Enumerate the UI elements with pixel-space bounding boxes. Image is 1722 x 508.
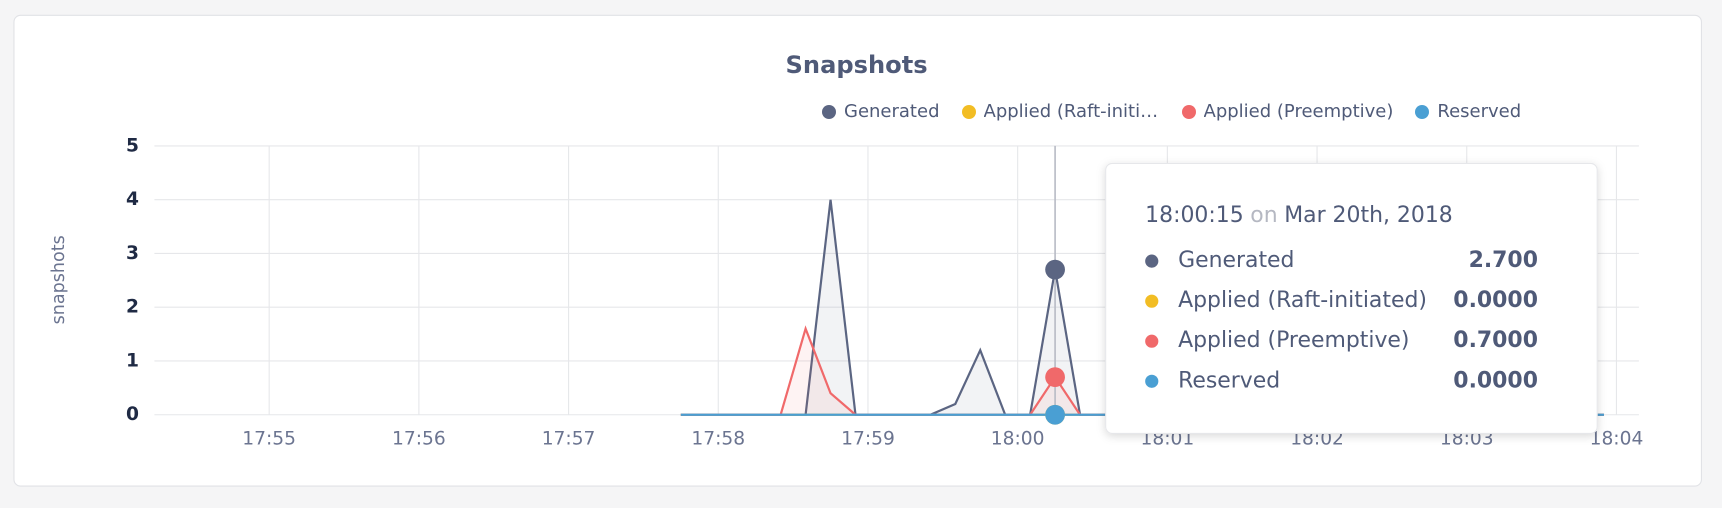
tooltip-dot	[1145, 254, 1159, 268]
legend-item[interactable]: Generated	[822, 101, 940, 122]
tooltip-name: Generated	[1178, 248, 1294, 273]
legend-item[interactable]: Applied (Preemptive)	[1181, 101, 1394, 122]
tooltip-name: Applied (Raft-initiated)	[1178, 288, 1427, 313]
y-tick-label: 0	[126, 404, 139, 425]
legend-dot	[1181, 104, 1196, 119]
legend-item[interactable]: Applied (Raft-initiated)	[961, 101, 1160, 122]
x-tick-label: 17:57	[542, 428, 596, 449]
tooltip-time: 18:00:15	[1145, 203, 1244, 228]
legend-dot	[961, 104, 976, 119]
x-tick-label: 18:04	[1590, 428, 1644, 449]
y-axis-label: snapshots	[49, 235, 69, 324]
tooltip-dot	[1145, 334, 1159, 348]
highlight-point	[1045, 367, 1065, 387]
tooltip: 18:00:15 on Mar 20th, 2018 Generated 2.700 Ap…	[1105, 162, 1598, 434]
y-tick-label: 1	[126, 350, 139, 371]
highlight-point	[1045, 259, 1065, 280]
chart-title: Snapshots	[786, 51, 928, 79]
y-tick-label: 2	[126, 297, 139, 318]
y-tick-label: 3	[126, 243, 139, 264]
y-tick-label: 4	[126, 189, 139, 210]
tooltip-value: 2.700	[1469, 248, 1538, 273]
y-tick-label: 5	[126, 135, 139, 156]
legend-label: Applied (Raft-initiated)	[983, 101, 1160, 122]
legend-label: Reserved	[1437, 101, 1522, 122]
tooltip-connector: on	[1250, 203, 1277, 228]
tooltip-box	[1105, 162, 1598, 434]
x-tick-label: 18:00	[991, 428, 1045, 449]
tooltip-value: 0.7000	[1453, 328, 1538, 353]
tooltip-name: Applied (Preemptive)	[1178, 328, 1409, 353]
x-tick-label: 17:59	[841, 428, 895, 449]
legend-dot	[1415, 104, 1430, 119]
legend-item[interactable]: Reserved	[1415, 101, 1521, 122]
highlight-point	[1045, 404, 1065, 425]
tooltip-date: Mar 20th, 2018	[1284, 203, 1453, 228]
tooltip-value: 0.0000	[1453, 288, 1538, 313]
legend-label: Applied (Preemptive)	[1203, 101, 1394, 122]
tooltip-dot	[1145, 294, 1159, 308]
tooltip-name: Reserved	[1178, 368, 1280, 393]
x-tick-label: 17:55	[242, 428, 296, 449]
tooltip-value: 0.0000	[1453, 368, 1538, 393]
legend: Generated Applied (Raft-initiated) Applied…	[822, 101, 1521, 122]
tooltip-header: 18:00:15 on Mar 20th, 2018	[1145, 203, 1453, 228]
x-tick-label: 17:56	[392, 428, 446, 449]
x-tick-label: 17:58	[691, 428, 745, 449]
tooltip-dot	[1145, 374, 1159, 388]
legend-label: Generated	[844, 101, 940, 122]
legend-dot	[822, 104, 836, 119]
